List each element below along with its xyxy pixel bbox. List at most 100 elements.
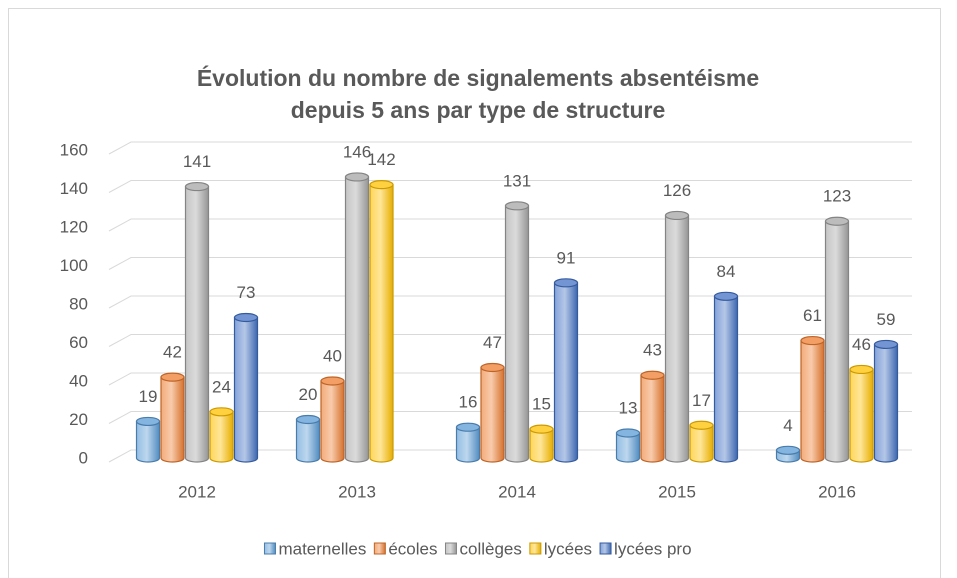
data-label: 131 <box>503 171 531 190</box>
bar <box>455 422 481 463</box>
bar <box>553 278 579 463</box>
bar-body <box>713 295 739 463</box>
bar-top <box>640 370 665 380</box>
bar-top <box>455 422 481 432</box>
bar <box>664 210 690 463</box>
y-tick-label: 160 <box>60 140 88 159</box>
bar <box>184 181 210 463</box>
bar-body <box>480 366 505 463</box>
data-label: 46 <box>852 335 871 354</box>
bar-top <box>320 376 345 386</box>
data-label: 123 <box>823 187 851 206</box>
bar-top <box>775 445 801 455</box>
bar-top <box>209 407 234 417</box>
bar-top <box>553 278 579 288</box>
data-label: 42 <box>163 343 182 362</box>
bar-body <box>295 418 321 463</box>
bar <box>873 339 899 463</box>
bar <box>295 414 321 463</box>
y-tick-label: 40 <box>69 371 88 390</box>
legend-label: lycées <box>544 539 592 558</box>
y-tick-label: 140 <box>60 179 88 198</box>
bar <box>800 335 825 463</box>
chart-title: depuis 5 ans par type de structure <box>291 97 666 123</box>
legend-item: lycées pro <box>599 539 692 558</box>
legend-item: écoles <box>373 539 437 558</box>
bar <box>320 376 345 463</box>
bar-body <box>824 220 850 463</box>
y-tick-label: 80 <box>69 294 88 313</box>
y-tick-label: 120 <box>60 217 88 236</box>
legend-label: maternelles <box>278 539 366 558</box>
bar-body <box>209 411 234 463</box>
bar <box>713 291 739 463</box>
y-tick-label: 0 <box>79 448 88 467</box>
bar-body <box>689 424 714 463</box>
legend-swatch <box>529 542 542 555</box>
data-label: 146 <box>343 142 371 161</box>
data-label: 17 <box>692 391 711 410</box>
legend-item: collèges <box>444 539 522 558</box>
data-label: 19 <box>139 387 158 406</box>
bar <box>615 428 641 463</box>
data-label: 4 <box>783 416 792 435</box>
legend-item: lycées <box>529 539 592 558</box>
legend-swatch <box>373 542 386 555</box>
bar-body <box>369 184 394 463</box>
data-label: 141 <box>183 152 211 171</box>
bar-body <box>873 343 899 463</box>
grid-line <box>108 141 912 155</box>
bar-body <box>800 339 825 463</box>
x-tick-label: 2013 <box>338 482 376 501</box>
bar-top <box>873 339 899 350</box>
legend-swatch <box>599 542 612 555</box>
bar-top <box>184 181 210 192</box>
bar-body <box>640 374 665 463</box>
data-label: 59 <box>877 310 896 329</box>
bar-body <box>664 214 690 463</box>
bar-body <box>135 420 161 463</box>
bar-body <box>504 205 530 463</box>
chart-border <box>8 8 941 578</box>
bar-top <box>824 216 850 226</box>
bar <box>135 416 161 463</box>
bar <box>849 364 874 463</box>
bar-top <box>160 372 185 382</box>
bar <box>233 312 259 463</box>
x-tick-label: 2014 <box>498 482 536 501</box>
y-tick-label: 20 <box>69 410 88 429</box>
bar <box>344 172 370 463</box>
bar-body <box>529 428 554 463</box>
bar <box>640 370 665 463</box>
data-label: 73 <box>237 283 256 302</box>
bar-body <box>849 368 874 463</box>
y-tick-label: 60 <box>69 333 88 352</box>
data-label: 40 <box>323 346 342 365</box>
bar-top <box>135 416 161 427</box>
bar-body <box>553 282 579 463</box>
data-label: 20 <box>299 385 318 404</box>
bar-top <box>295 414 321 425</box>
x-tick-label: 2015 <box>658 482 696 501</box>
bar <box>480 362 505 463</box>
data-label: 13 <box>619 398 638 417</box>
bar <box>160 372 185 463</box>
bar <box>504 201 530 463</box>
data-label: 16 <box>459 393 478 412</box>
bar-top <box>689 420 714 430</box>
bar-top <box>480 362 505 373</box>
bar <box>689 420 714 463</box>
bar <box>369 180 394 463</box>
data-label: 47 <box>483 333 502 352</box>
bar <box>775 445 801 463</box>
bar <box>824 216 850 463</box>
bar-body <box>455 426 481 463</box>
legend-label: lycées pro <box>614 539 691 558</box>
bar-top <box>369 180 394 190</box>
grid-line <box>108 180 912 193</box>
data-label: 84 <box>717 262 736 281</box>
bar-top <box>504 201 530 211</box>
data-label: 24 <box>212 377 231 396</box>
bar-body <box>160 376 185 463</box>
